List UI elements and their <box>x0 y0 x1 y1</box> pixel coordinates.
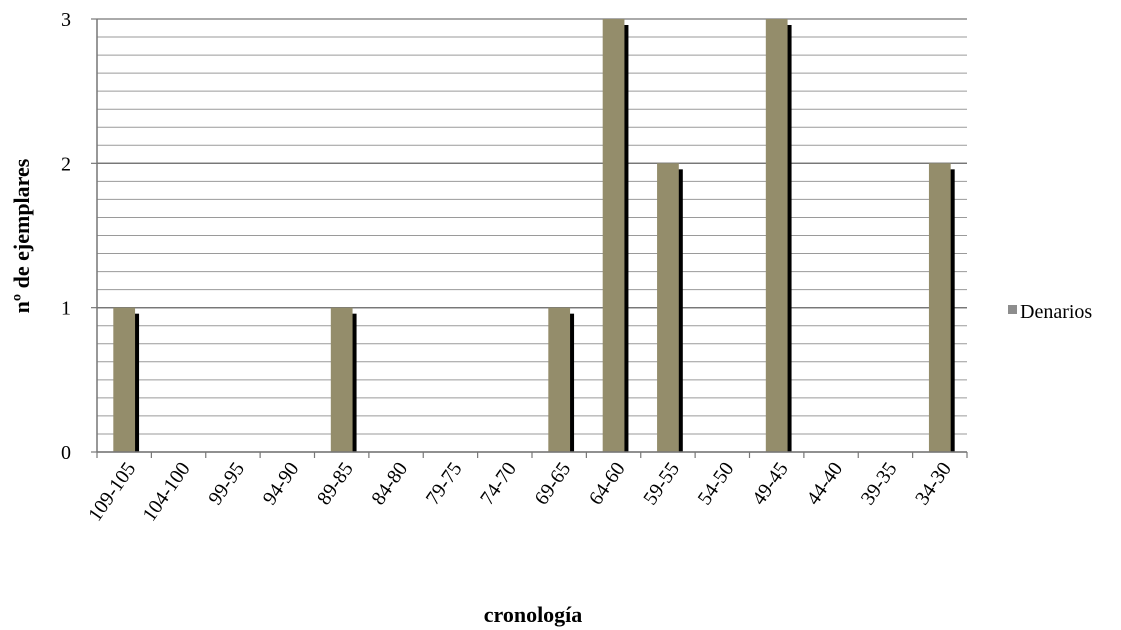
x-tick-label: 59-55 <box>639 458 684 509</box>
bar <box>330 307 353 452</box>
bar <box>657 163 679 453</box>
y-tick-label: 3 <box>61 9 71 31</box>
x-tick-label: 79-75 <box>422 458 467 509</box>
y-tick-label: 1 <box>61 298 71 320</box>
bar <box>765 19 788 452</box>
x-tick-label: 94-90 <box>259 458 304 509</box>
x-tick-label: 54-50 <box>694 458 739 509</box>
x-axis-title: cronología <box>484 602 583 627</box>
x-tick-label: 49-45 <box>748 458 793 509</box>
legend: Denarios <box>1008 301 1092 323</box>
x-tick-label: 89-85 <box>313 458 358 509</box>
x-tick-label: 64-60 <box>585 458 630 509</box>
y-axis-title: nº de ejemplares <box>9 158 34 313</box>
y-tick-label: 2 <box>61 153 71 175</box>
axes <box>91 18 968 458</box>
legend-label: Denarios <box>1020 301 1092 323</box>
bar <box>602 19 625 452</box>
bar <box>113 307 136 452</box>
grid-lines <box>97 18 967 453</box>
x-tick-label: 74-70 <box>476 458 521 509</box>
x-tick-label: 99-95 <box>204 458 249 509</box>
bar <box>548 307 571 452</box>
y-tick-label: 0 <box>61 442 71 464</box>
legend-swatch <box>1008 305 1017 314</box>
x-tick-label: 39-35 <box>857 458 902 509</box>
x-tick-label: 109-105 <box>84 458 140 525</box>
bars-group <box>113 19 955 453</box>
x-tick-label: 104-100 <box>138 458 194 525</box>
x-tick-label: 69-65 <box>530 458 575 509</box>
bar <box>928 163 951 453</box>
y-tick-labels: 0 1 2 3 <box>61 9 71 464</box>
x-tick-label: 34-30 <box>911 458 956 509</box>
x-tick-label: 84-80 <box>367 458 412 509</box>
x-tick-label: 44-40 <box>802 458 847 509</box>
